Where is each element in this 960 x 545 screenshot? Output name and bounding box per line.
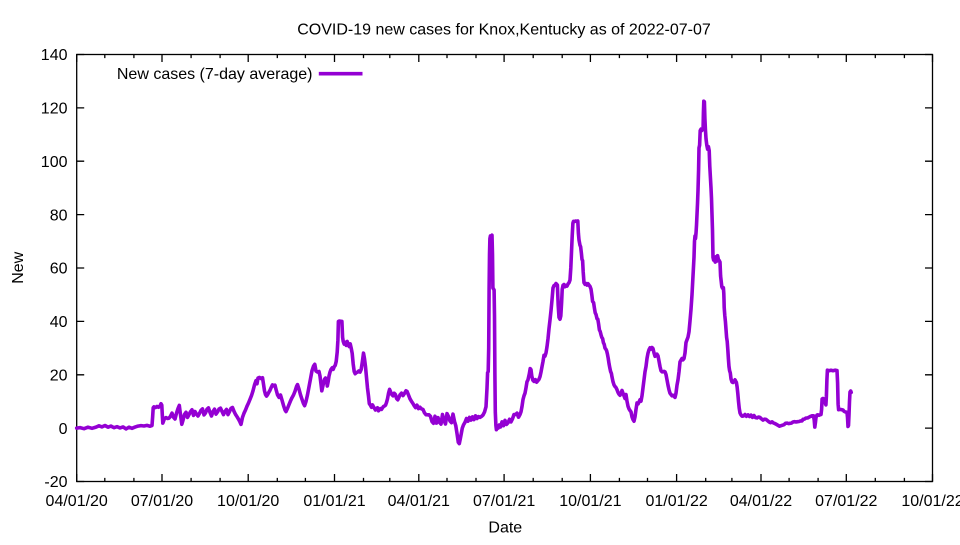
svg-text:20: 20 bbox=[50, 367, 68, 384]
svg-text:04/01/21: 04/01/21 bbox=[388, 493, 450, 510]
svg-text:04/01/20: 04/01/20 bbox=[46, 493, 108, 510]
svg-text:10/01/20: 10/01/20 bbox=[217, 493, 279, 510]
svg-text:80: 80 bbox=[50, 207, 68, 224]
svg-text:New: New bbox=[10, 251, 27, 283]
svg-text:04/01/22: 04/01/22 bbox=[730, 493, 792, 510]
svg-text:10/01/21: 10/01/21 bbox=[559, 493, 621, 510]
svg-text:07/01/20: 07/01/20 bbox=[131, 493, 193, 510]
svg-text:07/01/22: 07/01/22 bbox=[815, 493, 877, 510]
svg-text:40: 40 bbox=[50, 314, 68, 331]
svg-text:01/01/21: 01/01/21 bbox=[303, 493, 365, 510]
svg-text:10/01/22: 10/01/22 bbox=[901, 493, 960, 510]
svg-text:60: 60 bbox=[50, 261, 68, 278]
svg-text:-20: -20 bbox=[44, 474, 67, 491]
svg-text:New cases (7-day average): New cases (7-day average) bbox=[117, 66, 313, 83]
svg-text:COVID-19 new cases for Knox,Ke: COVID-19 new cases for Knox,Kentucky as … bbox=[297, 21, 711, 38]
svg-text:100: 100 bbox=[41, 154, 68, 171]
svg-text:120: 120 bbox=[41, 101, 68, 118]
svg-text:140: 140 bbox=[41, 47, 68, 64]
svg-text:01/01/22: 01/01/22 bbox=[645, 493, 707, 510]
svg-text:0: 0 bbox=[59, 421, 68, 438]
svg-text:07/01/21: 07/01/21 bbox=[473, 493, 535, 510]
svg-text:Date: Date bbox=[488, 520, 522, 537]
